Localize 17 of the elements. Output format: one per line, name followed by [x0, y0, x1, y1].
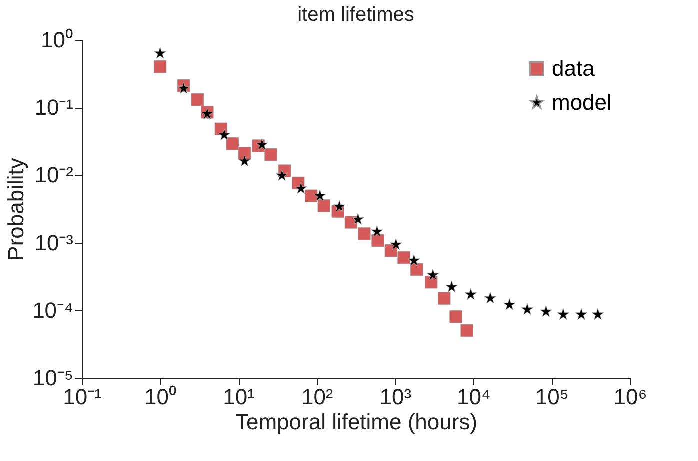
x-axis-title: Temporal lifetime (hours): [235, 410, 478, 434]
y-tick-label: 10⁰: [41, 28, 74, 52]
y-tick-label: 10⁻¹: [34, 95, 74, 120]
legend-label: data: [552, 56, 596, 81]
x-tick-label: 10⁵: [535, 384, 570, 410]
x-tick-label: 10¹: [223, 384, 255, 410]
y-axis-title: Probability: [4, 158, 29, 261]
x-tick-label: 10⁰: [144, 384, 178, 410]
chart-title: item lifetimes: [298, 4, 414, 26]
x-tick-label: 10⁴: [456, 384, 491, 410]
legend-label: model: [552, 90, 612, 115]
x-tick-label: 10⁶: [614, 384, 648, 410]
y-tick-label: 10⁻³: [34, 230, 74, 256]
x-tick-label: 10³: [380, 384, 412, 410]
y-tick-label: 10⁻²: [34, 162, 74, 188]
y-tick-label: 10⁻⁴: [32, 298, 74, 323]
x-tick-label: 10²: [301, 384, 334, 410]
